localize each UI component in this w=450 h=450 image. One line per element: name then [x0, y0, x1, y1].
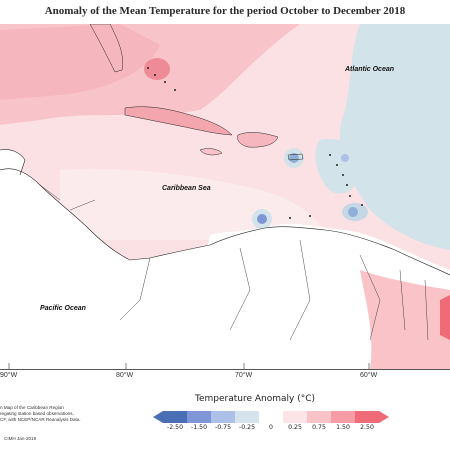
legend-color-swatch [331, 411, 356, 423]
legend-color-swatch [235, 411, 260, 423]
label-caribbean-sea: Caribbean Sea [162, 185, 211, 192]
cool-spot-puerto-rico [289, 153, 299, 163]
legend-tick-label: 0.75 [312, 424, 326, 431]
lon-label-70w: 70°W [235, 372, 253, 379]
land-yucatan [0, 149, 25, 178]
footnote-line-1: n Map of the Caribbean Region [0, 405, 64, 410]
island-dot [329, 154, 331, 156]
footnote-line-2: regating station based observations, [0, 411, 74, 416]
land-central-america [0, 168, 210, 369]
island-dot [154, 74, 156, 76]
anomaly-hotspot-guianas [440, 295, 450, 340]
label-pacific-ocean: Pacific Ocean [40, 305, 86, 312]
lon-label-90w: 90°W [0, 372, 18, 379]
land-jamaica [199, 148, 223, 156]
legend-tick-label: 0 [269, 424, 273, 431]
legend-color-swatch [211, 411, 236, 423]
island-dot [346, 184, 348, 186]
cool-spot-trinidad [348, 207, 358, 217]
island-dot [336, 164, 338, 166]
legend-color-swatch [355, 411, 380, 423]
legend-title: Temperature Anomaly (°C) [195, 394, 316, 404]
legend-tick-label: -1.50 [190, 424, 208, 431]
legend-arrow-low [153, 411, 163, 423]
legend-color-swatch [259, 411, 284, 423]
country-borders [39, 184, 429, 341]
lon-label-80w: 80°W [116, 372, 134, 379]
footnote-line-3: CF, with NCEP/NCAR Reanalysis Data. [0, 417, 81, 422]
anomaly-hotspot-bahamas [144, 58, 170, 80]
anomaly-zone-cool-antilles [315, 139, 361, 194]
island-dot [361, 204, 363, 206]
legend-tick-label: -0.75 [214, 424, 232, 431]
anomaly-map: Atlantic Ocean Caribbean Sea Pacific Oce… [0, 24, 450, 370]
island-dot [289, 217, 291, 219]
land-hispaniola [237, 132, 279, 148]
legend-tick-label: 1.50 [336, 424, 350, 431]
cool-spot-curacao [257, 214, 267, 224]
anomaly-map-graphic [0, 24, 450, 369]
coastline-mainland [0, 168, 450, 276]
legend-arrow-high [379, 411, 389, 423]
legend-tick-label: -2.50 [166, 424, 184, 431]
land-cuba [124, 106, 233, 136]
legend-tick-label: 0.25 [288, 424, 302, 431]
legend-tick-label: 2.50 [360, 424, 374, 431]
anomaly-zone-cool-atlantic [339, 24, 450, 250]
anomaly-zone-warm-guianas [360, 270, 450, 369]
legend-color-swatch [187, 411, 212, 423]
legend-color-swatch [307, 411, 332, 423]
land-florida [89, 24, 123, 73]
island-dot [349, 195, 351, 197]
map-title: Anomaly of the Mean Temperature for the … [44, 5, 406, 17]
lon-label-60w: 60°W [360, 372, 378, 379]
legend-color-swatch [283, 411, 308, 423]
cool-spot-guadeloupe [341, 154, 349, 162]
island-dot [174, 89, 176, 91]
island-dot [147, 67, 149, 69]
label-atlantic-ocean: Atlantic Ocean [345, 66, 395, 73]
legend-colorbar [153, 411, 389, 423]
legend-color-swatch [163, 411, 188, 423]
island-dot [342, 174, 344, 176]
legend-tick-label: -0.25 [238, 424, 256, 431]
land-puerto-rico [287, 153, 304, 161]
footnote-credit: CIMH Jan-2019 [4, 436, 37, 441]
island-dot [309, 215, 311, 217]
anomaly-zone-warm-gulf [0, 24, 160, 100]
island-dot [164, 81, 166, 83]
coastline-yucatan [0, 149, 26, 176]
